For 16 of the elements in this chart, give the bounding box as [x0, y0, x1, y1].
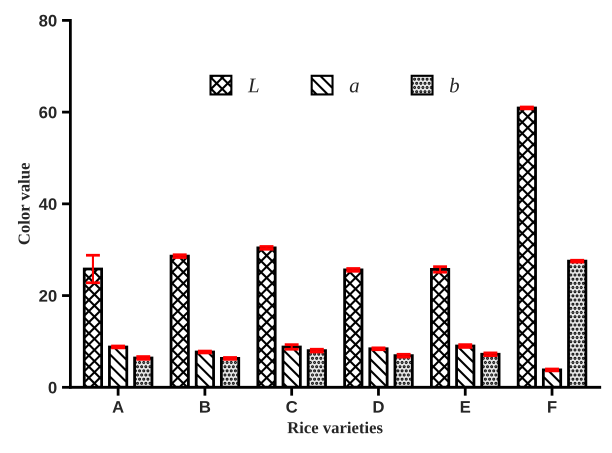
y-tick-label: 80 — [39, 14, 57, 27]
legend-label: L — [248, 78, 259, 92]
x-tick-label: C — [286, 400, 298, 413]
x-tick-label: B — [200, 401, 210, 413]
legend-label: a — [350, 82, 359, 92]
x-tick-label: F — [548, 401, 557, 413]
x-tick-label: E — [460, 401, 470, 413]
x-axis-title: Rice varieties — [287, 422, 383, 434]
y-tick-label: 40 — [38, 198, 57, 210]
y-axis-title: Color value — [18, 162, 30, 244]
x-tick-label: A — [112, 401, 124, 413]
legend-label: b — [450, 78, 459, 92]
y-tick-label: 20 — [39, 290, 57, 302]
y-tick-label: 0 — [48, 382, 57, 394]
x-tick-label: D — [374, 401, 384, 413]
y-tick-label: 60 — [39, 106, 57, 118]
